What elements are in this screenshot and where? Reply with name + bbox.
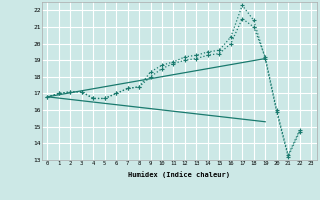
X-axis label: Humidex (Indice chaleur): Humidex (Indice chaleur) — [128, 171, 230, 178]
